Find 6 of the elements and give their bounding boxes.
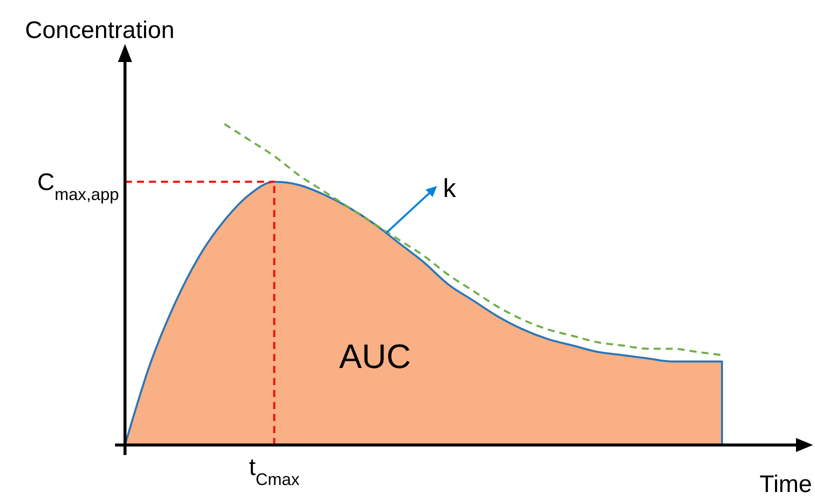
annotation: k	[443, 173, 457, 203]
ref-line-label: C$_{max,app}$	[37, 168, 119, 204]
text: t$_{Cmax}$	[249, 454, 300, 488]
y-axis-title: Concentration	[25, 17, 174, 44]
annotation: AUC	[339, 338, 411, 376]
x-axis-title: Time	[760, 471, 812, 498]
